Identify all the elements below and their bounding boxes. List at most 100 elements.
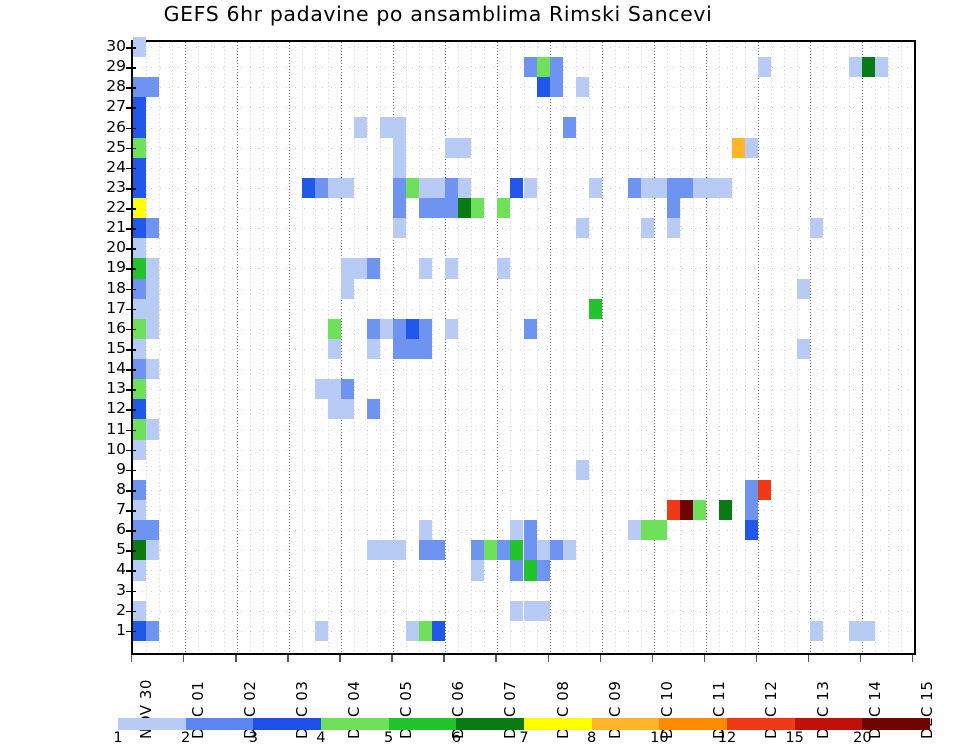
y-axis-tick-label: 14 xyxy=(106,359,126,378)
y-axis-tick xyxy=(126,590,136,593)
heatmap-cell xyxy=(432,620,446,641)
y-axis-tick xyxy=(126,469,136,472)
colorbar-tick-label: 10 xyxy=(650,730,669,746)
heatmap-cell xyxy=(328,338,342,360)
y-axis-tick-label: 11 xyxy=(106,419,126,438)
colorbar-tick-label: 7 xyxy=(519,730,529,746)
x-axis-tick xyxy=(131,655,133,662)
y-axis-tick-label: 8 xyxy=(116,479,126,498)
heatmap-cell xyxy=(809,218,823,239)
heatmap-cell xyxy=(536,560,550,581)
heatmap-cell xyxy=(341,379,355,400)
heatmap-cell xyxy=(133,620,147,641)
heatmap-cell xyxy=(133,258,147,279)
heatmap-cell xyxy=(133,600,147,621)
heatmap-cell xyxy=(692,499,706,521)
x-axis-tick xyxy=(287,655,289,662)
colorbar-segment xyxy=(456,718,525,730)
y-axis-tick xyxy=(126,349,136,351)
y-axis-tick xyxy=(126,409,136,411)
y-axis-tick-label: 7 xyxy=(116,500,126,519)
y-axis-tick xyxy=(126,87,136,89)
heatmap-cell xyxy=(796,278,810,299)
colorbar-tick-label: 2 xyxy=(181,730,191,746)
heatmap-cell xyxy=(432,540,446,561)
y-axis-tick-label: 12 xyxy=(106,399,126,418)
y-axis-tick-label: 9 xyxy=(116,459,126,478)
heatmap-cell xyxy=(744,137,758,158)
heatmap-cell xyxy=(133,399,147,420)
heatmap-cell xyxy=(536,600,550,621)
y-axis-tick xyxy=(126,530,136,532)
heatmap-cell xyxy=(575,459,589,480)
x-axis-tick xyxy=(755,655,758,662)
heatmap-cell xyxy=(757,57,771,78)
heatmap-cell xyxy=(523,57,537,78)
colorbar-tick-label: 5 xyxy=(384,730,394,746)
colorbar-tick-label: 20 xyxy=(853,730,872,746)
heatmap-cell xyxy=(393,117,407,138)
y-axis-tick-label: 5 xyxy=(116,540,126,559)
heatmap-cell xyxy=(393,177,407,198)
y-axis-tick-label: 18 xyxy=(106,278,126,297)
chart-title: GEFS 6hr padavine po ansamblima Rimski S… xyxy=(163,2,713,26)
y-axis-tick-label: 27 xyxy=(106,97,126,116)
colorbar-tick-label: 6 xyxy=(451,730,461,746)
heatmap-cell xyxy=(406,177,420,198)
heatmap-cell xyxy=(445,258,459,279)
heatmap-cell xyxy=(497,540,511,561)
heatmap-cell xyxy=(848,620,862,641)
heatmap-cell xyxy=(146,419,160,440)
colorbar-labels: 1 2 3 4 5 6 7 8 10 12 15 20 xyxy=(113,730,930,746)
heatmap-cell xyxy=(393,218,407,239)
heatmap-cell xyxy=(419,198,433,219)
heatmap-cell xyxy=(367,318,381,339)
y-axis-tick xyxy=(126,389,136,391)
heatmap-cell xyxy=(341,399,355,420)
heatmap-cell xyxy=(133,419,147,440)
y-axis-tick xyxy=(126,107,136,110)
x-axis-tick xyxy=(599,655,601,662)
x-axis-tick xyxy=(912,655,914,662)
heatmap-cell xyxy=(419,620,433,641)
heatmap-cell xyxy=(588,298,602,319)
colorbar-tick-label: 12 xyxy=(717,730,737,746)
heatmap-cell xyxy=(133,238,147,259)
y-axis-tick xyxy=(126,208,136,210)
heatmap-cell xyxy=(146,278,160,299)
y-axis-tick-label: 29 xyxy=(106,57,126,76)
heatmap-cell xyxy=(640,520,654,541)
heatmap-cell xyxy=(393,318,407,339)
heatmap-cell xyxy=(419,338,433,360)
y-axis-tick-label: 28 xyxy=(106,77,126,96)
heatmap-cell xyxy=(419,540,433,561)
heatmap-cell xyxy=(666,198,680,219)
y-axis-tick-label: 30 xyxy=(106,37,126,56)
heatmap-cell xyxy=(133,157,147,178)
heatmap-cell xyxy=(133,36,147,58)
heatmap-cell xyxy=(393,137,407,158)
heatmap-cell xyxy=(393,540,407,561)
heatmap-cell xyxy=(627,520,641,541)
heatmap-cell xyxy=(692,177,706,198)
heatmap-cell xyxy=(562,540,576,561)
colorbar-tick-label: 3 xyxy=(248,730,258,746)
y-axis-tick-label: 26 xyxy=(106,117,126,136)
heatmap-cell xyxy=(679,499,693,521)
colorbar-segment xyxy=(321,718,389,730)
heatmap-cell xyxy=(471,540,485,561)
y-axis-tick xyxy=(126,228,136,230)
colorbar-segment xyxy=(659,718,728,730)
y-axis-tick-label: 25 xyxy=(106,137,126,156)
heatmap-cell xyxy=(133,520,147,541)
x-axis-tick xyxy=(807,655,810,662)
x-axis-tick xyxy=(443,655,445,662)
x-axis-tick xyxy=(651,655,654,662)
heatmap-cell xyxy=(653,520,667,541)
heatmap-cell xyxy=(302,177,316,198)
heatmap-cell xyxy=(666,499,680,521)
heatmap-cell xyxy=(679,177,693,198)
y-axis-tick-label: 23 xyxy=(106,177,126,196)
heatmap-cell xyxy=(367,540,381,561)
